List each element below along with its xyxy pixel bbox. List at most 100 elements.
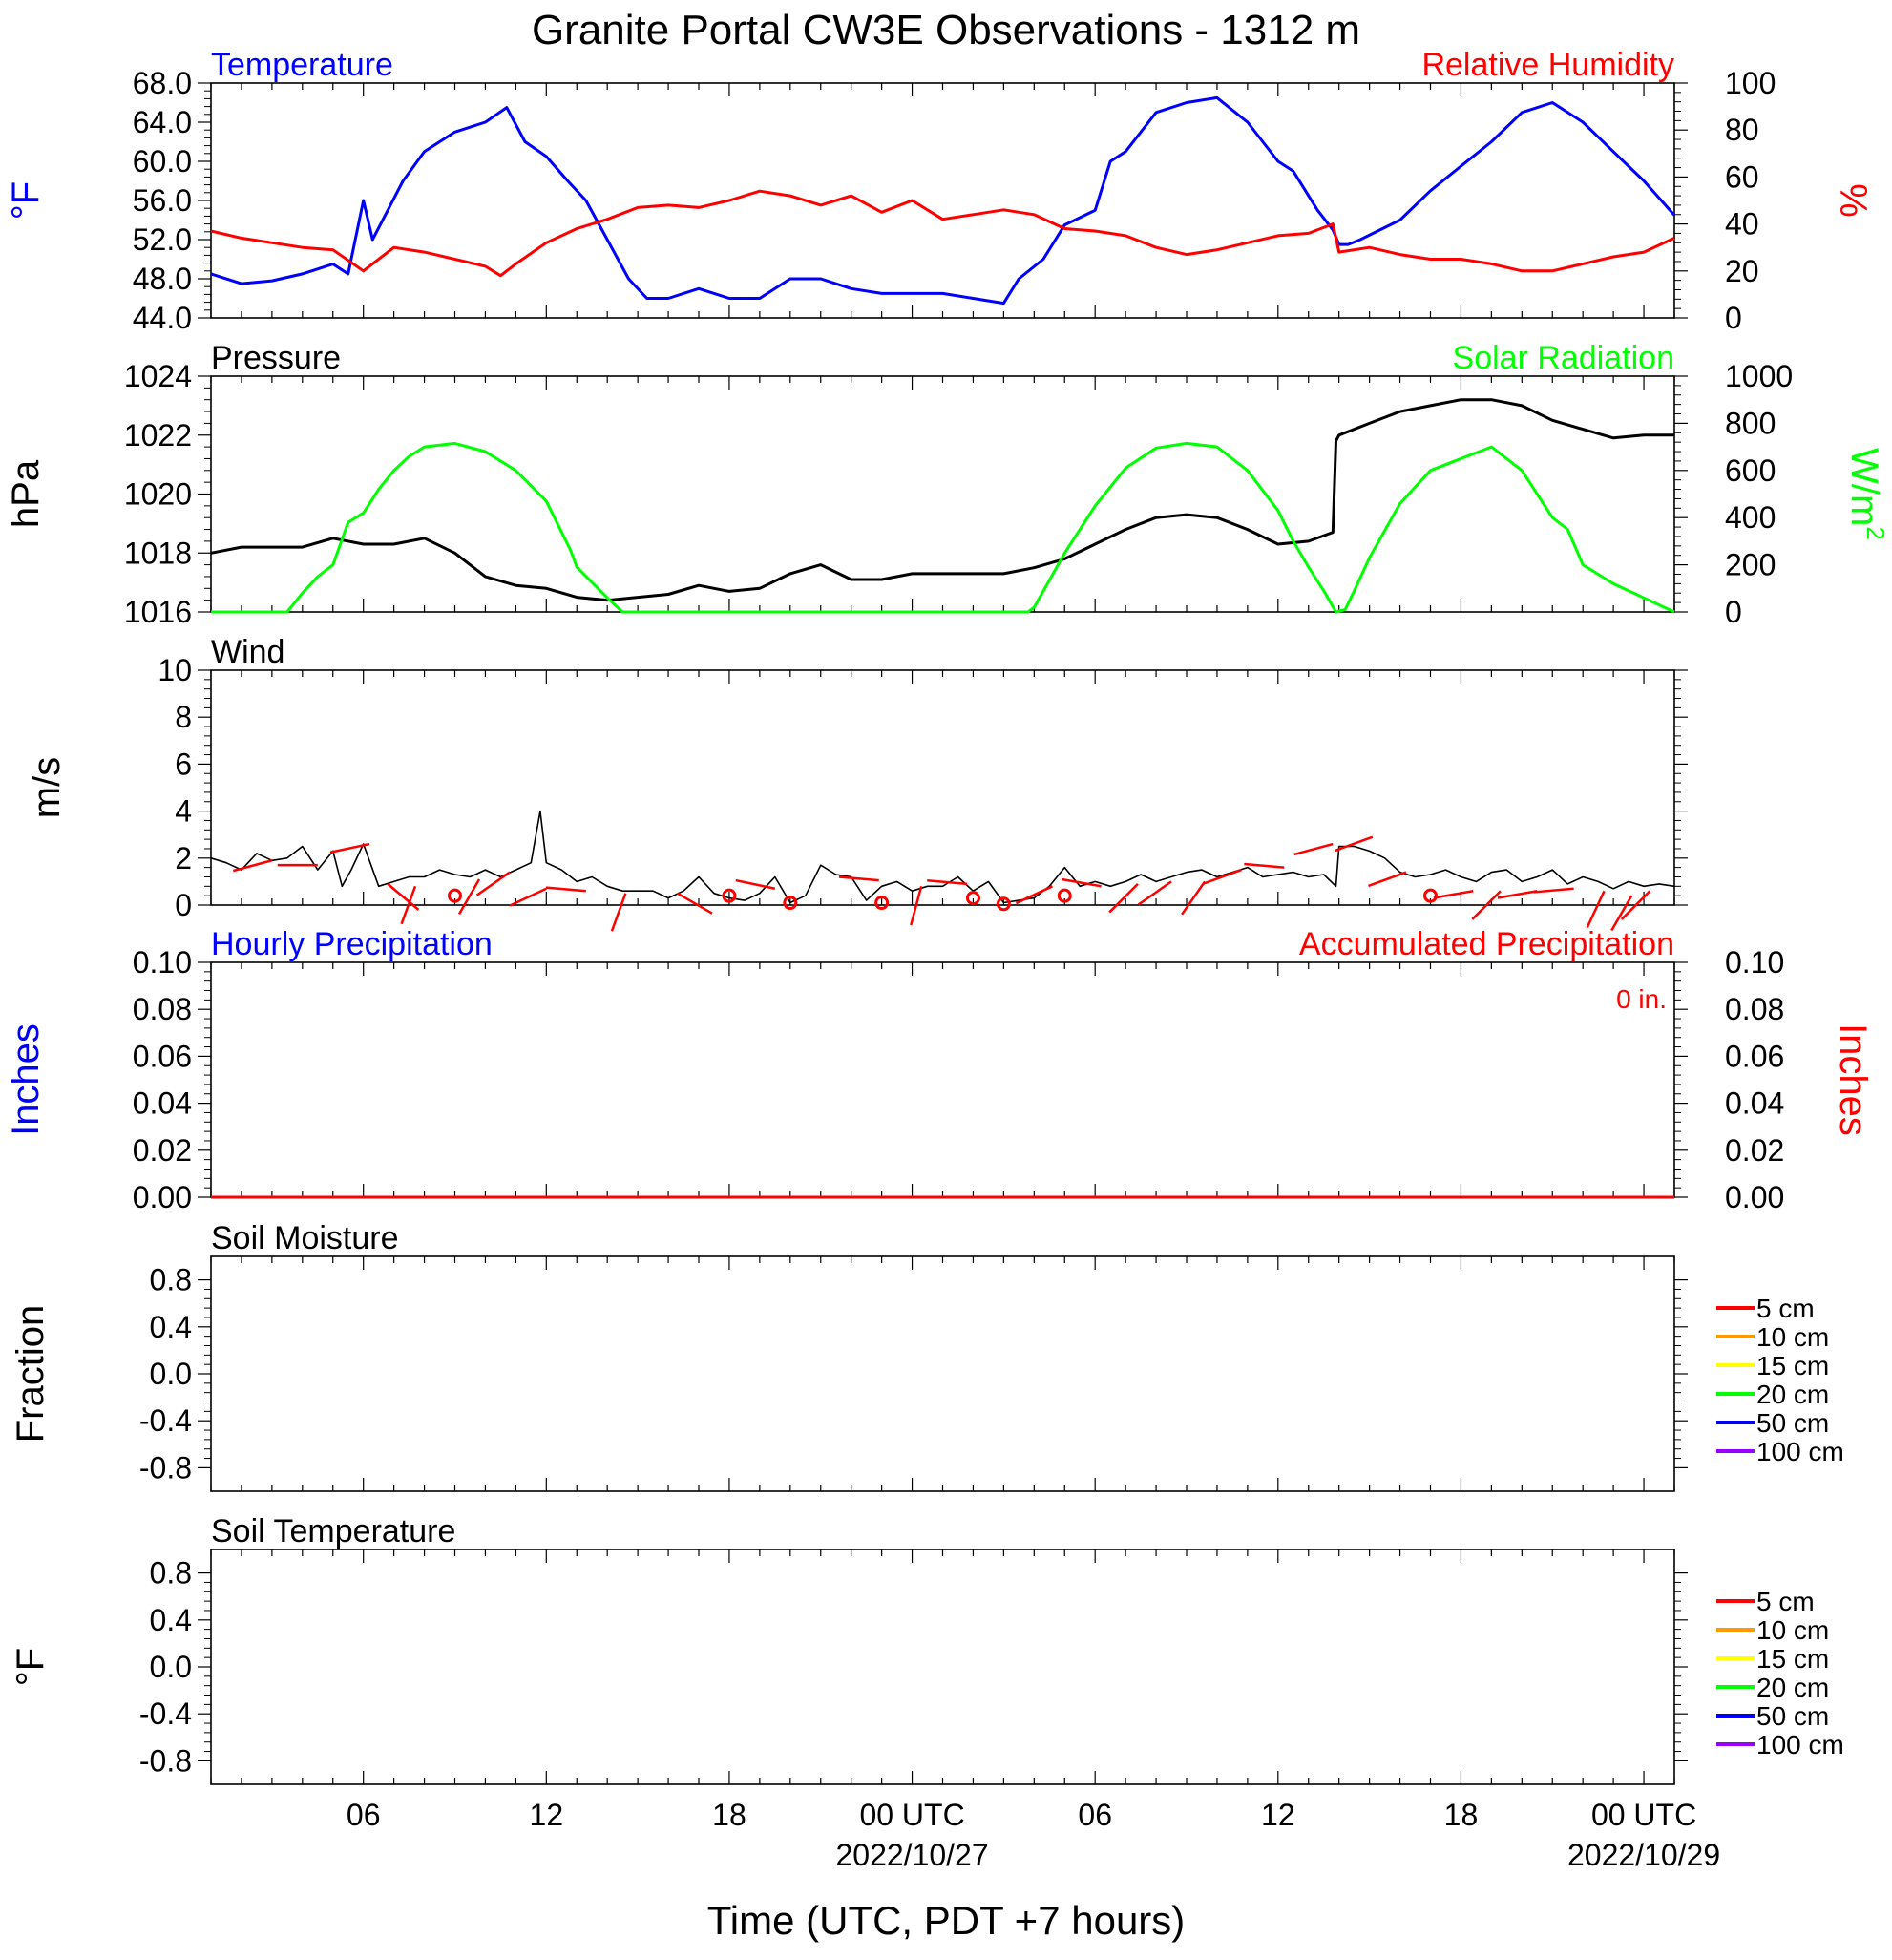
chart-title: Granite Portal CW3E Observations - 1312 … xyxy=(532,7,1360,53)
legend-label: 15 cm xyxy=(1756,1351,1829,1380)
series-line-temperature-1 xyxy=(210,189,1675,278)
x-tick-label: 12 xyxy=(1261,1798,1295,1832)
y-left-tick-label: -0.4 xyxy=(139,1403,192,1438)
wind-barb xyxy=(838,875,879,882)
wind-barb-calm xyxy=(1057,888,1072,903)
y-left-tick-label: 0 xyxy=(175,888,192,922)
wind-barb xyxy=(1181,880,1207,916)
y-left-tick-label: 0.00 xyxy=(133,1180,192,1214)
y-left-tick-label: 1020 xyxy=(124,477,192,512)
accumulated-total-annotation: 0 in. xyxy=(1616,984,1667,1014)
x-tick-label: 12 xyxy=(530,1798,564,1832)
y-right-tick-label: 80 xyxy=(1725,113,1759,147)
x-tick-date-label: 2022/10/27 xyxy=(835,1838,988,1872)
y-right-axis-title: % xyxy=(1832,183,1874,218)
x-axis-label: Time (UTC, PDT +7 hours) xyxy=(707,1898,1186,1943)
x-tick-label: 18 xyxy=(712,1798,746,1832)
y-right-tick-label: 1000 xyxy=(1725,359,1793,393)
y-left-tick-label: 0.0 xyxy=(150,1357,192,1391)
wind-barb-calm xyxy=(1423,888,1438,903)
wind-barb xyxy=(610,893,627,932)
y-left-tick-label: 64.0 xyxy=(133,105,192,139)
series-line-pressure-1 xyxy=(211,441,1675,614)
y-left-tick-label: 0.8 xyxy=(150,1263,192,1297)
y-left-tick-label: 0.4 xyxy=(150,1310,192,1344)
panel-temperature: 44.0 48.0 52.0 56.0 60.0 64.0 68.0 0 20 40 60 80 100… xyxy=(5,47,1874,335)
plot-frame xyxy=(210,1549,1675,1785)
wind-barb-calm xyxy=(874,896,890,911)
legend-label: 10 cm xyxy=(1756,1322,1829,1352)
wind-barb-calm xyxy=(996,896,1011,912)
y-left-tick-label: 1024 xyxy=(124,359,192,393)
y-right-tick-label: 0.02 xyxy=(1725,1133,1784,1168)
wind-barb xyxy=(1620,890,1651,920)
y-right-tick-label: 800 xyxy=(1725,406,1776,440)
wind-barb xyxy=(475,871,511,896)
legend-label: 50 cm xyxy=(1756,1408,1829,1438)
legend-label: 100 cm xyxy=(1756,1437,1844,1466)
panel-title-right: Solar Radiation xyxy=(1453,340,1674,376)
wind-barb xyxy=(232,859,273,873)
y-right-tick-label: 0.00 xyxy=(1725,1180,1784,1214)
series-line-wind-0 xyxy=(210,810,1675,904)
wind-barb xyxy=(1108,882,1139,914)
legend-label: 5 cm xyxy=(1756,1587,1815,1616)
series-line-pressure-0 xyxy=(210,398,1674,602)
plot-frame xyxy=(210,82,1675,319)
wind-barb xyxy=(1433,890,1474,899)
y-left-tick-label: 0.06 xyxy=(133,1039,192,1073)
plot-frame xyxy=(210,375,1675,613)
legend-label: 10 cm xyxy=(1756,1615,1829,1645)
y-left-tick-label: 0.04 xyxy=(133,1086,192,1121)
panel-wind: 0 2 4 6 8 10 Wind m/s xyxy=(26,634,1688,932)
y-right-tick-label: 0 xyxy=(1725,595,1742,629)
panel-title-left: Soil Temperature xyxy=(211,1513,455,1549)
superscript-2: 2 xyxy=(1861,526,1890,539)
wind-barb xyxy=(1137,880,1172,906)
y-right-tick-label: 100 xyxy=(1725,66,1776,100)
x-tick-label: 00 UTC xyxy=(859,1798,964,1832)
y-left-tick-label: 6 xyxy=(175,747,192,781)
wind-barb xyxy=(1586,890,1606,928)
y-right-tick-label: 20 xyxy=(1725,254,1759,288)
y-left-tick-label: 8 xyxy=(175,700,192,734)
wind-barb xyxy=(1497,890,1538,899)
y-left-axis-title: hPa xyxy=(5,459,47,528)
wind-barb xyxy=(457,878,481,915)
legend-label: 20 cm xyxy=(1756,1673,1829,1702)
panel-title-right: Relative Humidity xyxy=(1421,47,1674,83)
wind-barb xyxy=(1334,835,1374,853)
panel-precipitation: 0.00 0.02 0.04 0.06 0.08 0.10 0.00 0.02 0.04 0.06… xyxy=(5,926,1874,1214)
wind-barb xyxy=(1533,887,1574,894)
plot-frame xyxy=(210,961,1675,1198)
legend-label: 15 cm xyxy=(1756,1644,1829,1674)
series-line-temperature-0 xyxy=(210,95,1676,306)
x-tick-label: 18 xyxy=(1444,1798,1479,1832)
y-right-tick-label: 200 xyxy=(1725,548,1776,582)
wind-barb xyxy=(1610,895,1633,932)
panel-title-left: Temperature xyxy=(211,47,393,83)
wind-barb xyxy=(1368,871,1407,888)
legend-label: 50 cm xyxy=(1756,1701,1829,1731)
y-left-axis-title: Inches xyxy=(5,1023,47,1136)
wind-barb xyxy=(1471,890,1502,920)
y-left-tick-label: 1022 xyxy=(124,418,192,453)
wind-barb xyxy=(509,887,547,907)
wind-barb xyxy=(400,885,417,925)
plot-frame xyxy=(210,669,1675,906)
y-right-tick-label: 0.04 xyxy=(1725,1086,1784,1121)
x-tick-date-label: 2022/10/29 xyxy=(1567,1838,1720,1872)
y-left-tick-label: 0.08 xyxy=(133,992,192,1026)
y-left-tick-label: 0.02 xyxy=(133,1133,192,1168)
panel-title-left: Wind xyxy=(211,634,284,670)
wind-barb xyxy=(1015,885,1054,905)
panel-pressure: 1016 1018 1020 1022 1024 0 200 400 600 800 1000 Pre… xyxy=(5,340,1890,629)
panel-soil-moisture: -0.8 -0.4 0.0 0.4 0.8 Soil Moisture Fraction 5 … xyxy=(10,1220,1844,1492)
panel-title-left: Hourly Precipitation xyxy=(211,926,493,962)
y-right-tick-label: 0.06 xyxy=(1725,1039,1784,1073)
y-left-tick-label: 1018 xyxy=(124,536,192,570)
y-right-tick-label: 0 xyxy=(1725,301,1742,335)
plot-frame xyxy=(210,1255,1675,1492)
y-left-tick-label: 2 xyxy=(175,841,192,875)
